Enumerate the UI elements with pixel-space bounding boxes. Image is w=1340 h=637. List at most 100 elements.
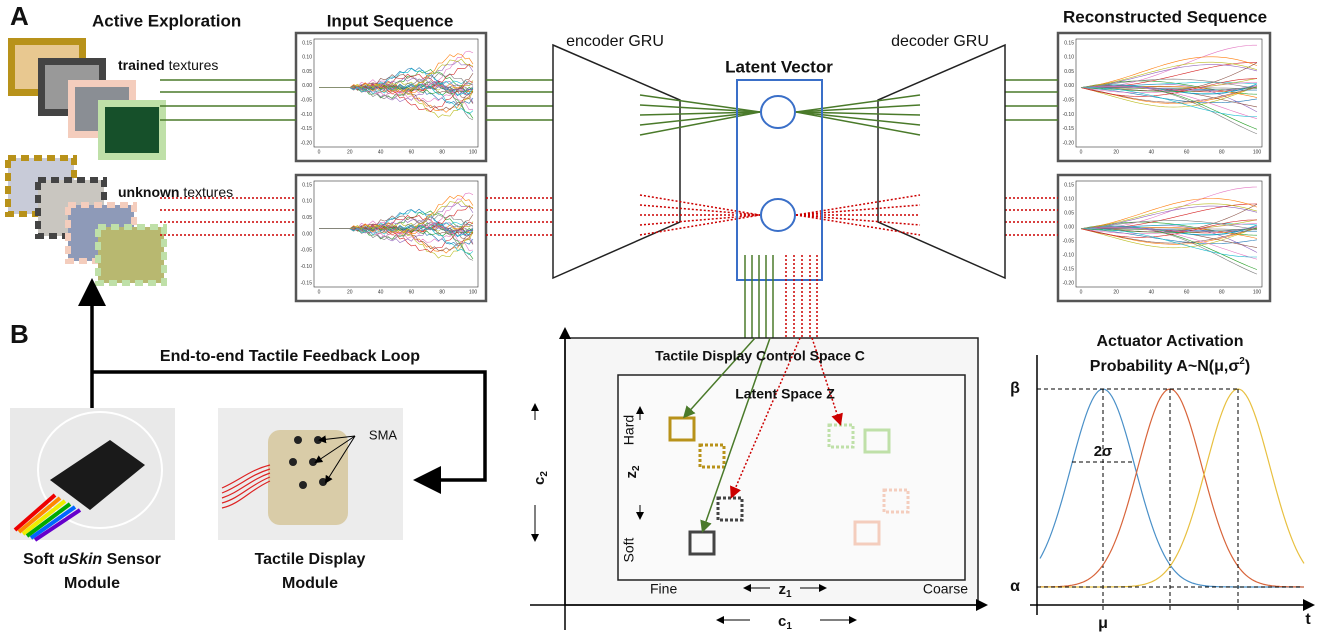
x-tick-label: 60 [1184,149,1190,155]
label: trained textures [118,57,218,73]
plot-frame [296,175,486,301]
label: unknown textures [118,184,233,200]
heading: Reconstructed Sequence [1063,7,1267,26]
label-part: z [623,471,640,479]
label-part: ) [1245,358,1250,375]
x-tick-label: 60 [1184,289,1190,295]
x-tick-label: 60 [409,289,415,295]
label-part: 1 [786,621,792,632]
axis-label: Fine [650,581,677,597]
label: 2σ [1094,443,1113,460]
y-tick-label: -0.15 [301,280,313,286]
y-tick-label: -0.10 [301,112,313,118]
axis-label: β [1010,380,1020,397]
x-tick-label: 40 [1149,289,1155,295]
axis-label: Soft [621,537,637,562]
x-tick-label: 0 [1080,149,1083,155]
label-part: trained [118,57,165,73]
gaussian [1040,389,1304,587]
y-tick-label: 0.15 [1064,40,1074,46]
label-part: Soft [23,551,59,568]
label-part: unknown [118,184,179,200]
y-tick-label: -0.05 [301,248,313,254]
axis-label: c1 [778,613,792,632]
axis-label: c2 [531,471,550,485]
decoder [878,45,1005,278]
label-part: textures [179,184,233,200]
y-tick-label: 0.00 [1064,83,1074,89]
encoder [553,45,680,278]
sma-hole [299,481,307,489]
texture-face [105,107,159,153]
plot-frame [296,33,486,161]
y-tick-label: 0.00 [302,83,312,89]
y-tick-label: -0.20 [1063,280,1075,286]
x-tick-label: 60 [409,149,415,155]
heading: End-to-end Tactile Feedback Loop [160,348,420,365]
x-tick-label: 0 [318,289,321,295]
x-tick-label: 40 [378,289,384,295]
y-tick-label: -0.10 [1063,112,1075,118]
axis-label: Hard [621,415,637,445]
x-tick-label: 20 [347,289,353,295]
label-part: c [778,613,786,630]
y-tick-label: 0.15 [302,182,312,188]
plot-frame [1058,33,1270,161]
y-tick-label: 0.00 [1064,224,1074,230]
sma-hole [289,458,297,466]
y-tick-label: -0.15 [301,126,313,132]
y-tick-label: -0.20 [1063,140,1075,146]
y-tick-label: 0.15 [1064,182,1074,188]
x-tick-label: 20 [1113,289,1119,295]
axis-label: t [1305,611,1311,628]
figure: 0.150.100.050.00-0.05-0.10-0.15-0.200204… [0,0,1340,637]
y-tick-label: 0.05 [1064,69,1074,75]
y-tick-label: -0.20 [301,140,313,146]
x-tick-label: 80 [1219,149,1225,155]
label-part: 2 [631,465,642,471]
heading: Actuator Activation [1097,333,1244,350]
label: encoder GRU [566,33,664,50]
x-tick-label: 100 [1253,149,1262,155]
sma-hole [309,458,317,466]
x-tick-label: 20 [1113,149,1119,155]
sma-hole [294,436,302,444]
x-tick-label: 80 [1219,289,1225,295]
heading: Input Sequence [327,11,454,30]
y-tick-label: 0.05 [302,69,312,75]
x-tick-label: 20 [347,149,353,155]
panel-label: A [10,1,29,31]
heading: Latent Space Z [735,386,835,402]
heading: Tactile Display Control Space C [655,348,865,364]
y-tick-label: -0.15 [1063,266,1075,272]
y-tick-label: 0.10 [302,55,312,61]
x-tick-label: 0 [1080,289,1083,295]
axis-label: α [1010,578,1020,595]
label-part: 2 [539,471,550,477]
y-tick-label: 0.10 [302,199,312,205]
gaussian [1040,389,1304,587]
display-body [268,430,348,525]
x-tick-label: 0 [318,149,321,155]
y-tick-label: -0.15 [1063,126,1075,132]
label: Soft uSkin Sensor [23,551,161,568]
y-tick-label: -0.10 [1063,252,1075,258]
label-part: Sensor [102,551,161,568]
plot-frame [1058,175,1270,301]
y-tick-label: 0.15 [302,40,312,46]
texture [98,227,164,283]
label-part: z [778,581,786,598]
x-tick-label: 100 [1253,289,1262,295]
label-part: Probability A~N(μ,σ [1090,358,1240,375]
gaussian [1040,389,1304,587]
x-tick-label: 80 [439,289,445,295]
y-tick-label: 0.05 [1064,210,1074,216]
label: Tactile Display [255,551,366,568]
y-tick-label: -0.10 [301,264,313,270]
y-tick-label: 0.10 [1064,196,1074,202]
label-part: textures [165,57,219,73]
y-tick-label: -0.05 [301,97,313,103]
x-tick-label: 40 [1149,149,1155,155]
label: decoder GRU [891,33,989,50]
label: SMA [369,427,398,442]
